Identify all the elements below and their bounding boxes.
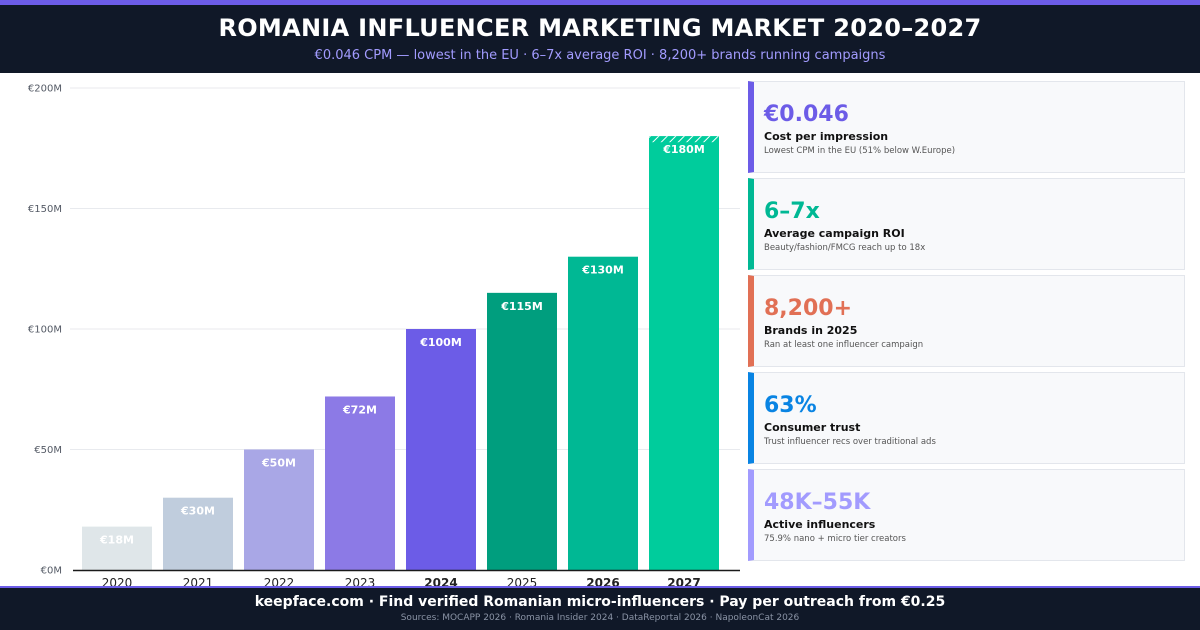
bottom-accent-strip [0, 586, 1200, 588]
stat-value: 48K–55K [764, 490, 871, 515]
x-tick-label: 2025 [507, 576, 538, 588]
bar-value-label: €50M [261, 457, 296, 470]
bar-chart: €0M €50M €100M €150M €200M €18M €30M €50M €72M €… [0, 73, 745, 588]
x-tick-label: 2024 [424, 576, 457, 588]
stat-value: 8,200+ [764, 296, 853, 321]
y-tick-label: €0M [41, 566, 62, 577]
stat-desc: 75.9% nano + micro tier creators [764, 534, 906, 544]
footer: keepface.com · Find verified Romanian mi… [0, 588, 1200, 630]
stat-value: €0.046 [764, 102, 849, 127]
stat-desc: Trust influencer recs over traditional a… [764, 437, 936, 447]
bar-value-label: €115M [500, 300, 543, 313]
y-tick-label: €200M [28, 84, 62, 95]
grid-lines [70, 87, 740, 450]
bar-2026 [568, 256, 638, 570]
x-tick-label: 2026 [586, 576, 619, 588]
stat-desc: Lowest CPM in the EU (51% below W.Europe… [764, 146, 956, 156]
stat-card-cpm: €0.046 Cost per impression Lowest CPM in… [748, 81, 1185, 173]
stat-card-roi: 6–7x Average campaign ROI Beauty/fashion… [748, 178, 1185, 270]
bar-2022 [244, 449, 314, 570]
chart-canvas: €0M€50M€100M€150M€200M €18M€30M€50M€72M€… [28, 84, 740, 588]
x-tick-label: 2020 [102, 576, 133, 588]
stat-label: Active influencers [764, 518, 876, 531]
x-axis-ticks: 2020 2021 2022 2023 2024 2025 2026 2027 [73, 569, 740, 588]
y-tick-label: €50M [34, 445, 62, 456]
stat-desc: Ran at least one influencer campaign [764, 340, 924, 350]
stat-label: Brands in 2025 [764, 324, 858, 337]
bar-2027 [649, 136, 719, 570]
stat-label: Cost per impression [764, 130, 889, 143]
bar-2021 [163, 497, 233, 570]
stat-desc: Beauty/fashion/FMCG reach up to 18x [764, 243, 926, 253]
header: ROMANIA INFLUENCER MARKETING MARKET 2020… [0, 5, 1200, 73]
x-tick-label: 2021 [183, 576, 214, 588]
bar-value-label: €130M [581, 264, 624, 277]
y-tick-label: €150M [28, 204, 62, 215]
stat-label: Average campaign ROI [764, 227, 905, 240]
stats-panel: €0.046 Cost per impression Lowest CPM in… [748, 81, 1185, 566]
bar-value-label: €30M [180, 505, 215, 518]
bar-value-label: €72M [342, 403, 377, 416]
stat-value: 63% [764, 393, 817, 418]
footer-sources: Sources: MOCAPP 2026 · Romania Insider 2… [400, 613, 800, 623]
x-tick-label: 2023 [345, 576, 376, 588]
stat-card-trust: 63% Consumer trust Trust influencer recs… [748, 372, 1185, 464]
stat-label: Consumer trust [764, 421, 861, 434]
bar-2025 [487, 292, 557, 570]
y-axis-ticks: €0M €50M €100M €150M €200M [28, 84, 62, 577]
bars: €18M €30M €50M €72M €100M €115M €130M €180M [82, 136, 719, 570]
bar-value-label: €100M [419, 336, 462, 349]
bar-2024 [406, 329, 476, 570]
bar-value-label: €18M [99, 534, 134, 547]
bar-2020 [82, 526, 152, 570]
footer-tagline: keepface.com · Find verified Romanian mi… [254, 594, 946, 610]
bar-2023 [325, 396, 395, 570]
stat-card-brands: 8,200+ Brands in 2025 Ran at least one i… [748, 275, 1185, 367]
x-tick-label: 2022 [264, 576, 295, 588]
y-tick-label: €100M [28, 325, 62, 336]
bar-value-label: €180M [662, 143, 705, 156]
page-subtitle: €0.046 CPM — lowest in the EU · 6–7x ave… [314, 48, 886, 63]
page-title: ROMANIA INFLUENCER MARKETING MARKET 2020… [218, 14, 982, 42]
stat-card-influencers: 48K–55K Active influencers 75.9% nano + … [748, 469, 1185, 561]
top-accent-strip [0, 0, 1200, 5]
stat-value: 6–7x [764, 199, 820, 224]
bar-hatch-2027 [649, 136, 719, 143]
x-tick-label: 2027 [667, 576, 700, 588]
